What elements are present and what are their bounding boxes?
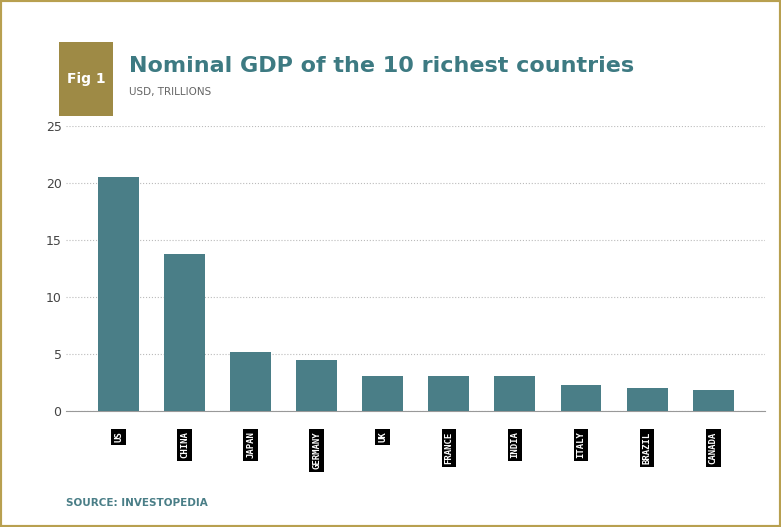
Bar xyxy=(626,388,668,411)
Bar xyxy=(693,390,733,411)
Text: INDIA: INDIA xyxy=(511,432,519,458)
Text: CANADA: CANADA xyxy=(708,432,718,464)
Text: FRANCE: FRANCE xyxy=(444,432,454,464)
Bar xyxy=(98,177,139,411)
Bar xyxy=(362,376,403,411)
Bar xyxy=(164,253,205,411)
Text: ITALY: ITALY xyxy=(576,432,586,458)
Text: USD, TRILLIONS: USD, TRILLIONS xyxy=(129,87,211,97)
Text: SOURCE: INVESTOPEDIA: SOURCE: INVESTOPEDIA xyxy=(66,498,208,508)
Text: BRAZIL: BRAZIL xyxy=(643,432,651,464)
Text: GERMANY: GERMANY xyxy=(312,432,321,469)
Text: JAPAN: JAPAN xyxy=(246,432,255,458)
Text: CHINA: CHINA xyxy=(180,432,189,458)
Bar xyxy=(494,376,536,411)
Text: Fig 1: Fig 1 xyxy=(66,72,105,86)
Text: UK: UK xyxy=(378,432,387,442)
Bar xyxy=(561,385,601,411)
Bar xyxy=(230,352,271,411)
Text: US: US xyxy=(114,432,123,442)
Bar xyxy=(296,359,337,411)
Text: Nominal GDP of the 10 richest countries: Nominal GDP of the 10 richest countries xyxy=(129,56,634,76)
Bar xyxy=(429,376,469,411)
